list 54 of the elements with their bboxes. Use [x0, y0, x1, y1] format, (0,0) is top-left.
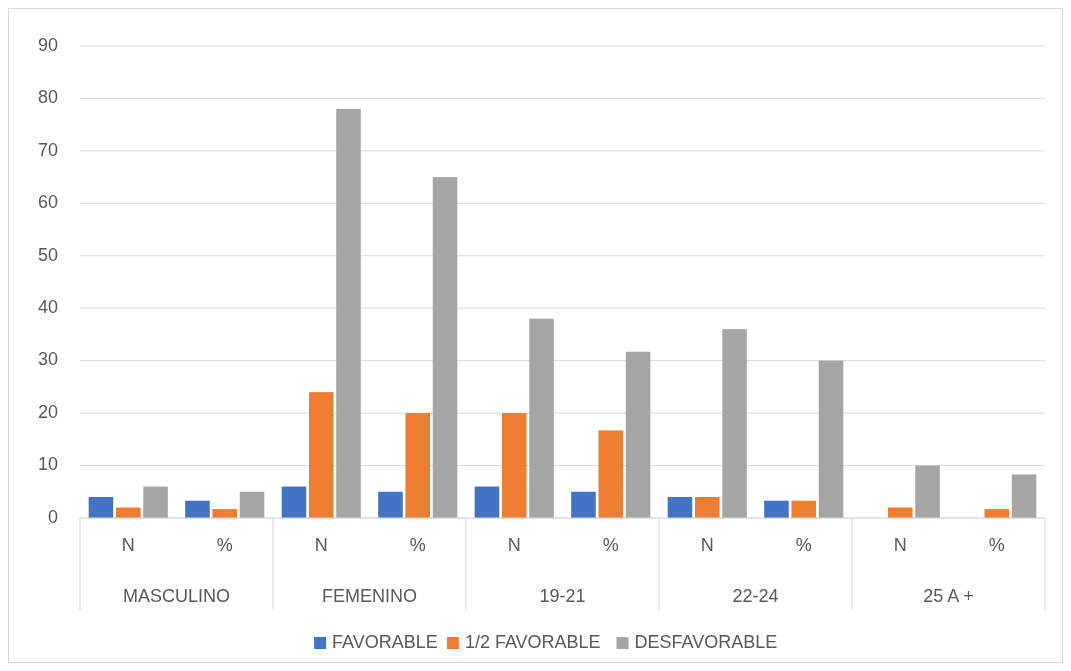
y-tick-label: 50: [37, 244, 58, 265]
bar: [405, 413, 431, 518]
bar: [239, 491, 265, 518]
text: 19-21: [539, 586, 586, 606]
x-tick-label: N: [700, 535, 714, 555]
x-tick-label: N: [507, 535, 521, 555]
bar: [818, 360, 844, 518]
bar: [143, 486, 168, 518]
y-tick-label: 30: [37, 349, 58, 370]
legend-label: FAVORABLE: [332, 631, 438, 652]
x-tick-label: N: [314, 535, 328, 555]
x-tick-label: %: [988, 535, 1005, 555]
bar: [501, 413, 527, 518]
x-tick-label: %: [795, 535, 812, 555]
legend-label: DESFAVORABLE: [634, 631, 778, 652]
y-tick-label: 40: [37, 296, 58, 317]
y-tick-label: 0: [47, 506, 58, 527]
bar: [308, 392, 334, 518]
bar: [281, 486, 307, 518]
bar: [915, 465, 940, 518]
x-tick-label: %: [216, 535, 233, 555]
bar: [764, 500, 789, 518]
bar: [984, 509, 1010, 518]
bar: [432, 177, 458, 518]
text: MASCULINO: [122, 586, 231, 606]
x-tick-label: %: [602, 535, 619, 555]
y-tick-label: 70: [37, 139, 58, 160]
text: 25 A +: [923, 586, 974, 606]
bar: [667, 497, 693, 518]
bar: [598, 430, 624, 518]
text: 22-24: [732, 586, 779, 606]
bar: [571, 491, 596, 518]
bar: [694, 497, 720, 518]
bar: [722, 329, 747, 518]
y-tick-label: 80: [37, 87, 58, 108]
legend-label: 1/2 FAVORABLE: [464, 631, 601, 652]
bar: [88, 497, 114, 518]
x-tick-label: %: [409, 535, 426, 555]
bar: [378, 491, 403, 518]
y-tick-label: 60: [37, 192, 58, 213]
bar: [625, 351, 651, 518]
bar: [336, 108, 361, 518]
y-tick-label: 90: [37, 34, 58, 55]
bar: [185, 500, 210, 518]
y-tick-label: 20: [37, 401, 58, 422]
text: FEMENINO: [321, 586, 418, 606]
bar: [529, 318, 554, 518]
bar: [474, 486, 500, 518]
x-tick-label: N: [893, 535, 907, 555]
y-tick-label: 10: [37, 454, 58, 475]
bar: [791, 500, 817, 518]
bar: [1011, 474, 1037, 518]
bar: [212, 509, 238, 518]
x-tick-label: N: [121, 535, 135, 555]
